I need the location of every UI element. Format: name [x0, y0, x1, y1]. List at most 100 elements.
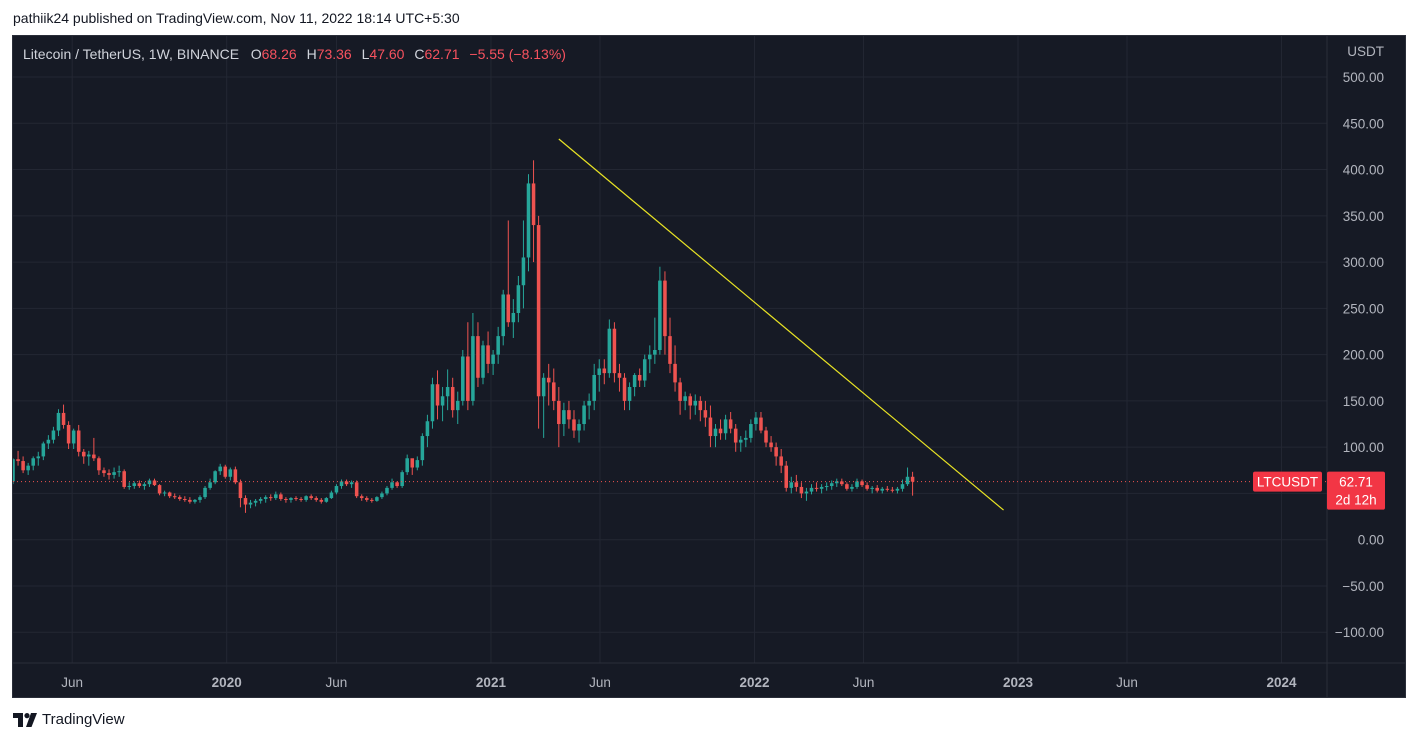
- candle-body: [324, 498, 329, 502]
- open-value: 68.26: [261, 46, 297, 62]
- candle-body: [845, 484, 849, 489]
- candle-body: [461, 356, 465, 401]
- candle-body: [759, 417, 763, 431]
- candle-body: [344, 481, 349, 485]
- candle-body: [198, 497, 202, 500]
- candle-body: [127, 486, 132, 488]
- candle-body: [693, 400, 698, 406]
- y-tick-label: 400.00: [1343, 163, 1384, 178]
- candle-body: [754, 417, 758, 425]
- candle-body: [658, 280, 662, 350]
- candle-body: [208, 482, 212, 488]
- candle-body: [784, 465, 789, 488]
- candle-body: [541, 377, 546, 397]
- low-label: L: [361, 46, 370, 62]
- candle-body: [87, 454, 91, 457]
- candle-body: [370, 499, 374, 501]
- x-tick-label: Jun: [589, 675, 611, 690]
- candle-body: [824, 486, 829, 488]
- y-tick-label: 250.00: [1343, 301, 1384, 316]
- candle-body: [466, 356, 470, 401]
- candle-body: [900, 484, 905, 489]
- trendline: [558, 138, 1004, 511]
- candle-body: [294, 498, 298, 500]
- publication-caption: pathiik24 published on TradingView.com, …: [13, 10, 460, 26]
- candle-body: [733, 428, 738, 443]
- candle-body: [592, 374, 596, 401]
- candle-body: [546, 377, 551, 383]
- candle-body: [218, 466, 222, 472]
- candle-body: [279, 494, 283, 499]
- candle-body: [183, 498, 187, 500]
- candle-body: [339, 481, 344, 487]
- candle-body: [81, 451, 86, 457]
- candle-body: [107, 473, 111, 475]
- candle-body: [799, 486, 804, 494]
- x-tick-label: Jun: [1116, 675, 1138, 690]
- candle-body: [395, 482, 399, 487]
- candle-body: [253, 500, 258, 503]
- candle-body: [668, 336, 672, 364]
- candle-body: [97, 458, 101, 471]
- candle-body: [203, 487, 207, 498]
- candle-body: [152, 480, 157, 486]
- candle-body: [455, 400, 460, 411]
- candle-body: [375, 497, 379, 501]
- candle-body: [122, 471, 126, 487]
- candle-body: [13, 459, 15, 482]
- candle-body: [16, 459, 20, 462]
- candle-body: [440, 396, 445, 406]
- candle-body: [850, 486, 854, 489]
- change-value: −5.55 (−8.13%): [469, 46, 566, 62]
- candle-body: [835, 481, 839, 484]
- candle-body: [284, 498, 288, 500]
- candle-body: [420, 436, 425, 461]
- candle-body: [142, 484, 147, 487]
- candle-body: [31, 458, 35, 466]
- candle-body: [749, 424, 753, 438]
- candle-body: [405, 458, 409, 473]
- candle-body: [188, 499, 192, 502]
- candle-body: [875, 487, 879, 491]
- candle-body: [738, 439, 743, 443]
- candle-body: [66, 424, 71, 444]
- candle-body: [622, 377, 627, 401]
- candle-body: [855, 481, 859, 487]
- candle-body: [708, 417, 713, 437]
- y-tick-label: 200.00: [1343, 348, 1384, 363]
- candle-body: [637, 374, 642, 381]
- candle-body: [840, 481, 844, 485]
- tradingview-brand[interactable]: TradingView: [13, 711, 125, 728]
- candle-body: [178, 497, 182, 499]
- x-tick-label: 2021: [476, 675, 507, 690]
- candle-body: [289, 498, 293, 500]
- price-axis-unit: USDT: [1347, 44, 1384, 59]
- candle-body: [233, 469, 238, 483]
- price-tag-bg: [1327, 471, 1385, 510]
- candle-body: [653, 350, 657, 355]
- candle-body: [314, 498, 318, 500]
- chart-panel[interactable]: 500.00 450.00 400.00 350.00 300.00 250.00 200.…: [12, 35, 1406, 698]
- candle-body: [56, 412, 61, 431]
- candle-body: [577, 424, 581, 431]
- candle-body: [910, 476, 915, 482]
- candle-body: [450, 387, 455, 411]
- candle-body: [663, 280, 667, 337]
- candle-body: [764, 430, 768, 443]
- candle-body: [193, 499, 197, 502]
- candle-body: [602, 368, 607, 374]
- candle-body: [814, 487, 819, 489]
- candle-body: [435, 384, 440, 406]
- candle-body: [774, 447, 778, 457]
- candle-body: [829, 483, 834, 487]
- candle-body: [248, 502, 253, 505]
- candle-body: [46, 439, 51, 444]
- candle-body: [779, 456, 783, 466]
- candlestick-chart[interactable]: 500.00 450.00 400.00 350.00 300.00 250.00 200.…: [13, 36, 1405, 697]
- x-tick-label: 2024: [1266, 675, 1297, 690]
- candle-body: [258, 498, 263, 501]
- candle-body: [243, 498, 248, 505]
- candle-body: [112, 472, 116, 475]
- candle-body: [147, 480, 152, 485]
- candle-body: [385, 487, 389, 494]
